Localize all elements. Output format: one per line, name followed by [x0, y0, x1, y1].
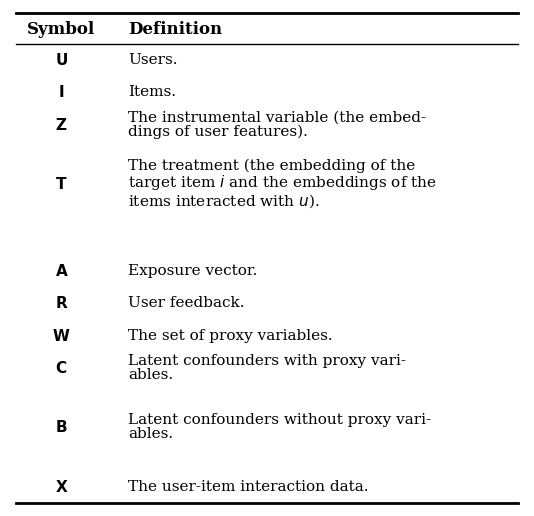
Text: $\mathbf{T}$: $\mathbf{T}$: [55, 176, 68, 192]
Text: $\mathbf{W}$: $\mathbf{W}$: [52, 328, 70, 344]
Text: $\mathbf{A}$: $\mathbf{A}$: [54, 263, 68, 279]
Text: Users.: Users.: [128, 53, 178, 67]
Text: $\mathbf{Z}$: $\mathbf{Z}$: [55, 117, 68, 133]
Text: $\mathbf{R}$: $\mathbf{R}$: [54, 295, 68, 311]
Text: $\mathbf{X}$: $\mathbf{X}$: [54, 479, 68, 495]
Text: The set of proxy variables.: The set of proxy variables.: [128, 329, 333, 343]
Text: $\mathbf{B}$: $\mathbf{B}$: [55, 420, 68, 436]
Text: Definition: Definition: [128, 22, 222, 38]
Text: $\mathbf{U}$: $\mathbf{U}$: [55, 52, 68, 68]
Text: $\mathbf{C}$: $\mathbf{C}$: [56, 360, 67, 376]
Text: Latent confounders without proxy vari-
ables.: Latent confounders without proxy vari- a…: [128, 413, 431, 441]
Text: The user-item interaction data.: The user-item interaction data.: [128, 480, 368, 494]
Text: User feedback.: User feedback.: [128, 296, 245, 310]
Text: Exposure vector.: Exposure vector.: [128, 264, 257, 278]
Text: Latent confounders with proxy vari-
ables.: Latent confounders with proxy vari- able…: [128, 354, 406, 382]
Text: The treatment (the embedding of the
target item $i$ and the embeddings of the
it: The treatment (the embedding of the targ…: [128, 158, 437, 209]
Text: Items.: Items.: [128, 85, 176, 99]
Text: The instrumental variable (the embed-
dings of user features).: The instrumental variable (the embed- di…: [128, 110, 426, 139]
Text: Symbol: Symbol: [27, 22, 96, 38]
Text: $\mathbf{I}$: $\mathbf{I}$: [58, 84, 65, 100]
